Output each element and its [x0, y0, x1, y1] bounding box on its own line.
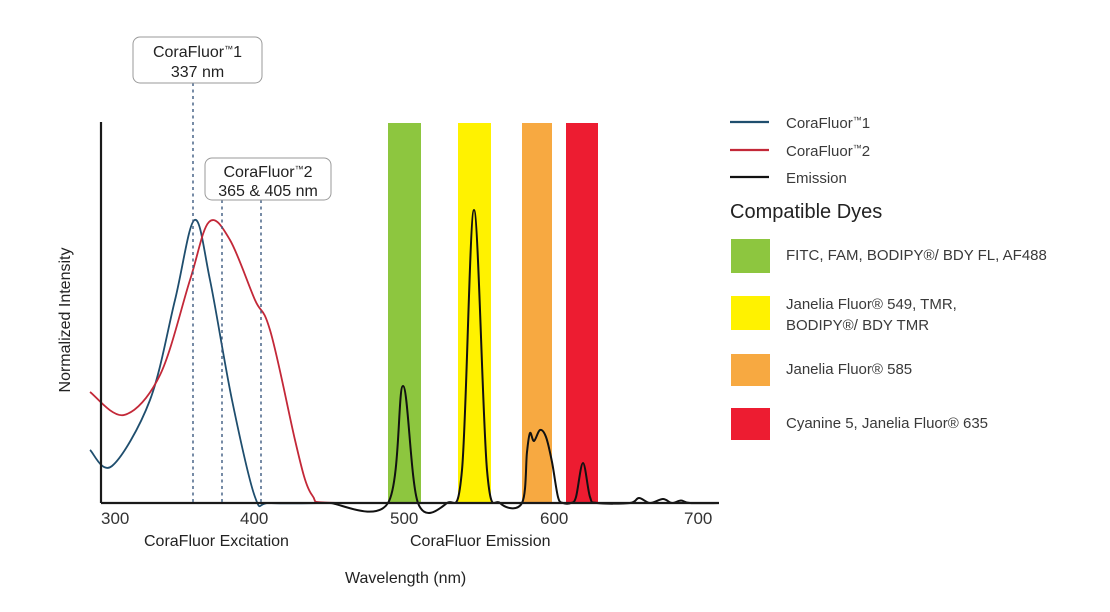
- svg-text:Wavelength (nm): Wavelength (nm): [345, 570, 466, 587]
- svg-text:700: 700: [684, 509, 712, 528]
- svg-text:337 nm: 337 nm: [171, 64, 224, 81]
- svg-text:Janelia Fluor® 585: Janelia Fluor® 585: [786, 361, 912, 378]
- svg-text:300: 300: [101, 509, 129, 528]
- svg-text:Janelia Fluor® 549, TMR,: Janelia Fluor® 549, TMR,: [786, 296, 957, 313]
- svg-text:CoraFluor Excitation: CoraFluor Excitation: [144, 533, 289, 550]
- svg-text:400: 400: [240, 509, 268, 528]
- svg-text:500: 500: [390, 509, 418, 528]
- svg-text:Emission: Emission: [786, 170, 847, 187]
- svg-text:600: 600: [540, 509, 568, 528]
- svg-text:Compatible Dyes: Compatible Dyes: [730, 201, 882, 223]
- svg-text:FITC, FAM, BODIPY®/ BDY FL, AF: FITC, FAM, BODIPY®/ BDY FL, AF488: [786, 247, 1047, 264]
- svg-text:CoraFluor™2: CoraFluor™2: [786, 143, 870, 160]
- svg-text:CoraFluor™1: CoraFluor™1: [786, 115, 870, 132]
- svg-text:Cyanine 5, Janelia Fluor® 635: Cyanine 5, Janelia Fluor® 635: [786, 415, 988, 432]
- svg-text:365 & 405 nm: 365 & 405 nm: [218, 183, 318, 200]
- svg-text:CoraFluor Emission: CoraFluor Emission: [410, 533, 550, 550]
- svg-text:Normalized Intensity: Normalized Intensity: [57, 248, 74, 393]
- svg-text:BODIPY®/ BDY TMR: BODIPY®/ BDY TMR: [786, 317, 929, 334]
